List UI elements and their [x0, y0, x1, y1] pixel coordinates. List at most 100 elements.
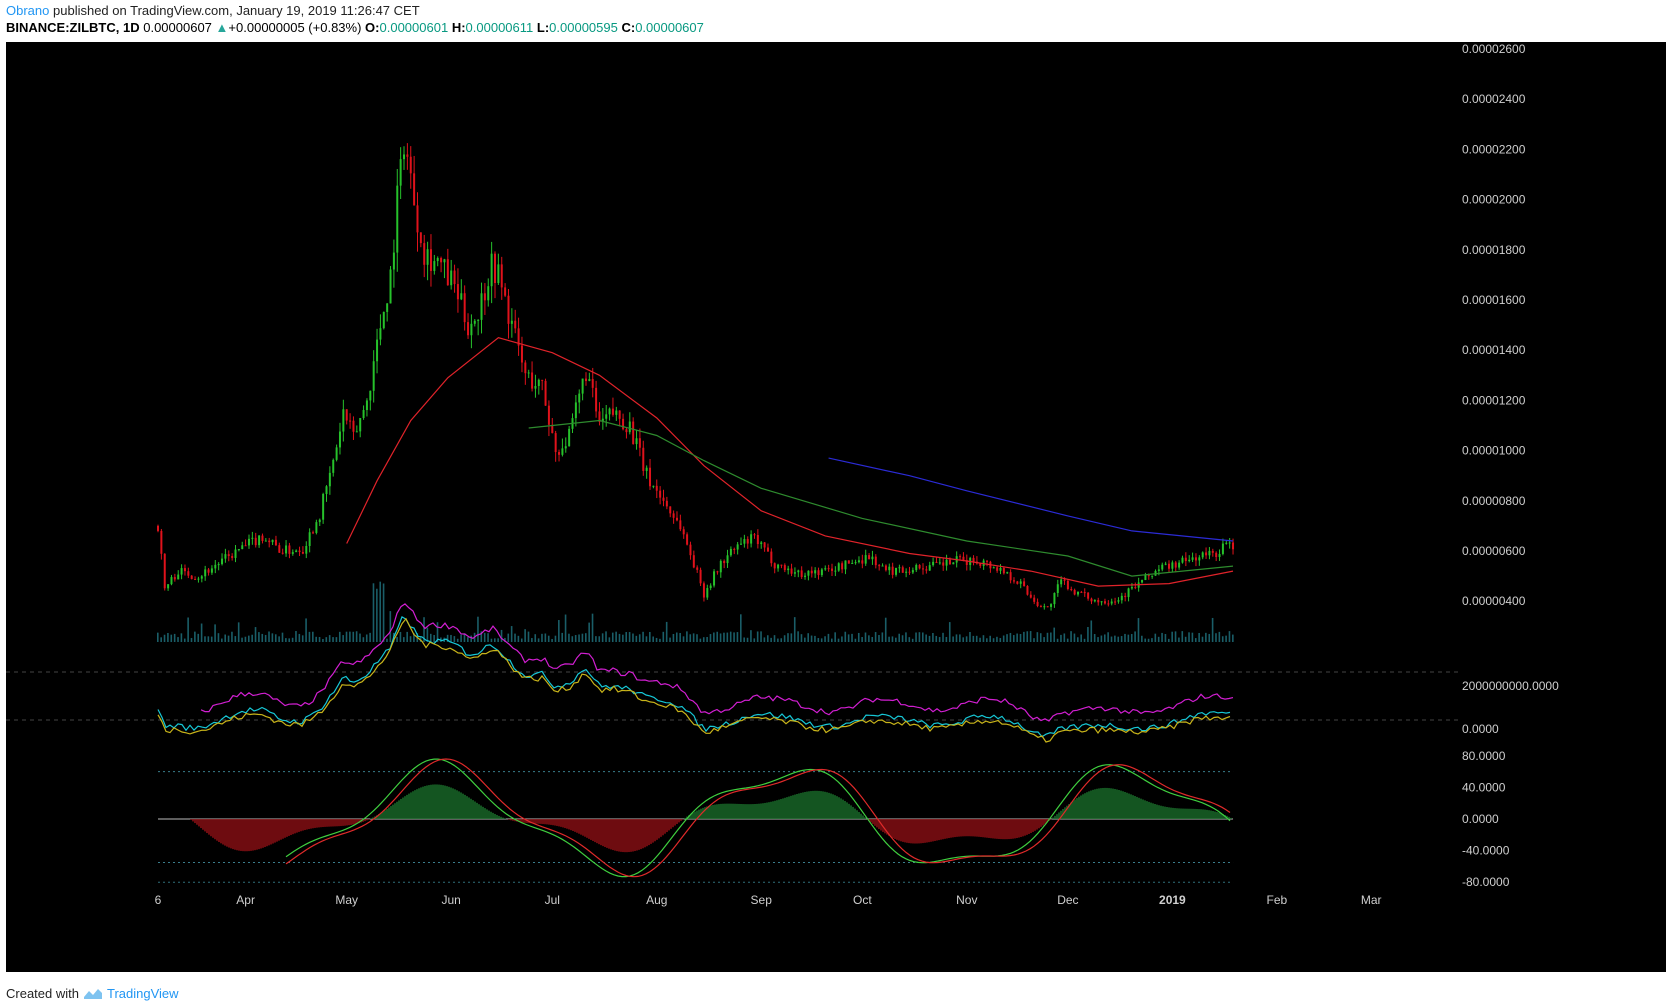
- volume-bar: [1218, 631, 1221, 642]
- candle-body: [574, 402, 577, 419]
- candle-body: [932, 561, 935, 566]
- close-label: C:: [621, 20, 636, 35]
- volume-bar: [702, 637, 705, 642]
- candle-body: [389, 269, 392, 304]
- volume-bar: [1053, 627, 1056, 642]
- volume-bar: [1137, 618, 1140, 642]
- candle-body: [895, 567, 898, 575]
- chart-area[interactable]: 0.00002600 0.00002400 0.00002200 0.00002000…: [6, 42, 1666, 972]
- candle-body: [332, 459, 335, 473]
- candle-body: [733, 548, 736, 550]
- volume-bar: [376, 588, 378, 642]
- tradingview-link[interactable]: TradingView: [106, 986, 179, 1001]
- volume-bar: [197, 633, 200, 642]
- indicator2-axis-label: -40.0000: [1462, 844, 1510, 858]
- volume-bar: [1188, 632, 1190, 642]
- volume-bar: [692, 633, 695, 642]
- volume-bar: [834, 632, 836, 642]
- volume-bar: [908, 637, 911, 642]
- candle-body: [1090, 598, 1093, 602]
- candle-body: [490, 253, 493, 287]
- candle-body: [342, 409, 345, 432]
- volume-bar: [790, 633, 793, 642]
- price-axis-label: 0.00001400: [1462, 343, 1526, 357]
- volume-bar: [1164, 634, 1167, 642]
- candle-body: [874, 556, 877, 566]
- candle-body: [578, 393, 581, 403]
- candle-body: [167, 584, 170, 589]
- volume-bar: [1168, 638, 1170, 642]
- candle-body: [221, 558, 224, 565]
- volume-bar: [187, 617, 189, 642]
- volume-bar: [878, 635, 880, 642]
- candle-body: [706, 588, 709, 598]
- volume-bar: [1134, 631, 1136, 642]
- volume-bar: [1029, 631, 1032, 642]
- candle-body: [807, 570, 810, 576]
- volume-bar: [514, 633, 516, 642]
- candle-body: [308, 532, 311, 546]
- volume-bar: [1009, 632, 1012, 642]
- volume-bar: [1046, 632, 1049, 642]
- volume-bar: [362, 637, 365, 642]
- volume-bar: [706, 636, 708, 642]
- volume-bar: [628, 632, 631, 642]
- volume-bar: [649, 631, 651, 642]
- candle-body: [231, 556, 234, 558]
- volume-bar: [932, 632, 934, 642]
- volume-bar: [382, 583, 385, 642]
- volume-bar: [264, 634, 267, 642]
- volume-bar: [686, 631, 688, 642]
- volume-bar: [369, 632, 371, 642]
- volume-bar: [554, 635, 557, 642]
- time-axis-label: Nov: [956, 893, 977, 907]
- candle-body: [642, 447, 645, 471]
- volume-bar: [965, 636, 968, 642]
- volume-bar: [298, 633, 301, 642]
- candle-body: [1006, 572, 1009, 574]
- volume-bar: [527, 631, 530, 642]
- candle-body: [864, 555, 867, 564]
- candle-body: [777, 564, 780, 569]
- volume-bar: [969, 632, 971, 642]
- volume-bar: [224, 634, 226, 642]
- indicator1-magenta-line: [200, 603, 1234, 722]
- time-axis-label: Apr: [236, 893, 255, 907]
- candle-body: [258, 535, 261, 546]
- volume-bar: [800, 634, 803, 642]
- indicator2-red-line: [285, 758, 1231, 878]
- candle-body: [675, 517, 678, 521]
- volume-bar: [278, 636, 280, 642]
- volume-bar: [972, 635, 975, 642]
- volume-bar: [827, 633, 830, 642]
- volume-bar: [1201, 636, 1204, 642]
- volume-bar: [1181, 631, 1184, 642]
- volume-bar: [1016, 633, 1018, 642]
- candle-body: [911, 570, 914, 573]
- volume-bar: [1080, 634, 1082, 642]
- volume-bar: [591, 613, 594, 642]
- candle-body: [992, 567, 995, 569]
- volume-bar: [864, 632, 867, 642]
- volume-bar: [905, 632, 907, 642]
- volume-bar: [1093, 634, 1096, 642]
- volume-bar: [1147, 638, 1150, 642]
- volume-bar: [921, 632, 924, 642]
- volume-bar: [1050, 632, 1052, 642]
- time-axis-label: Sep: [751, 893, 773, 907]
- volume-bar: [1043, 637, 1045, 642]
- volume-bar: [989, 635, 991, 642]
- volume-bar: [1184, 636, 1187, 642]
- author-link[interactable]: Obrano: [6, 3, 50, 18]
- volume-bar: [561, 632, 563, 642]
- candle-body: [952, 562, 955, 565]
- candle-body: [450, 270, 453, 286]
- candle-body: [507, 295, 510, 324]
- volume-bar: [638, 634, 641, 642]
- candle-body: [470, 323, 473, 336]
- price-chart[interactable]: 0.000026000.000024000.000022000.00002000…: [6, 42, 1666, 972]
- symbol-label: BINANCE:ZILBTC, 1D: [6, 20, 140, 35]
- volume-bar: [611, 632, 614, 642]
- candle-body: [881, 565, 884, 567]
- open-label: O:: [365, 20, 380, 35]
